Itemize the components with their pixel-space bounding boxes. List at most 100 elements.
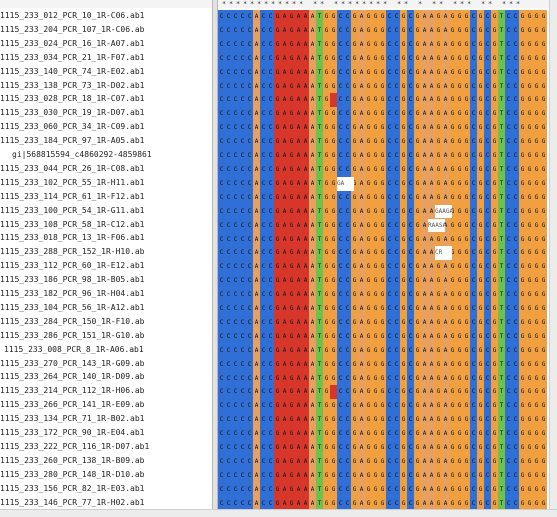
alignment-column [323,10,330,511]
sequence-name[interactable]: 1115_233_288_PCR_152_1R-H10.ab [0,247,145,257]
alignment-column [225,10,232,511]
alignment-column [386,10,393,511]
sequence-name[interactable]: 1115_233_172_PCR_90_1R-E04.ab1 [0,428,145,437]
sequence-name[interactable]: 1115_233_214_PCR_112_1R-H06.ab [0,386,145,396]
column-letters: C C C C C C C C C C C C C C C C C C C C … [394,13,399,507]
column-letters: C C C C C C C C C C C C C C C C C C C C … [226,13,231,507]
sequence-name[interactable]: 1115_233_108_PCR_58_1R-C12.ab1 [0,219,145,229]
conservation-star: * [334,0,339,8]
sequence-name[interactable]: 1115_233_060_PCR_34_1R-C09.ab1 [0,122,145,132]
sequence-name[interactable]: 1115_233_280_PCR_148_1R-D10.ab [0,469,145,479]
sequence-name[interactable]: 1115_233_140_PCR_74_1R-E02.ab1 [0,66,145,76]
sequence-name[interactable]: 1115_233_222_PCR_116_1R-D07.ab1 [0,441,150,451]
alignment-column [365,10,372,511]
conservation-star: * [257,0,262,8]
column-letters: A A A A A A A A A A A A A A A A A A A A … [359,13,364,507]
sequence-name[interactable]: 1115_233_138_PCR_73_1R-D02.ab1 [0,80,145,90]
sequence-name[interactable]: 1115_233_030_PCR_19_1R-D07.ab1 [0,108,145,118]
alignment-column [428,10,435,511]
column-letters: G G G G G G G G G G G G G G G G G G G G … [289,13,294,507]
column-letters: G G G G G G G G G G G G G G G G G G G G … [534,13,539,507]
sequence-name[interactable]: 1115_233_156_PCR_82_1R-E03.ab1 [0,483,145,493]
sequence-name[interactable]: 1115_233_146_PCR_77_1R-H02.ab1 [0,497,145,507]
sequence-name[interactable]: 1115_233_114_PCR_61_1R-F12.ab1 [0,191,145,201]
column-letters: C C C C C C C C C C C C C C C C C C C C … [247,13,252,507]
sequence-name[interactable]: 1115_233_008_PCR_8_1R-A06.ab1 [4,344,144,354]
column-letters: G G G G G G G G G G G G G G G G G G G G … [478,13,483,507]
alignment-column [246,10,253,511]
conservation-star: * [292,0,297,8]
alignment-column [477,10,484,511]
alignment-column [484,10,491,511]
sequence-name[interactable]: 1115_233_112_PCR_60_1R-E12.ab1 [0,261,145,271]
sequence-name[interactable]: 1115_233_018_PCR_13_1R-F06.ab1 [0,233,145,243]
conservation-star: * [509,0,514,8]
alignment-column [351,10,358,511]
variant-cell: GAAGAAX [435,204,452,219]
alignment-column [498,10,505,511]
column-letters: T T T T T T T T T T T T T T T T T T T T … [499,13,504,507]
alignment-column [260,10,267,511]
alignment-column [421,10,428,511]
sequence-name[interactable]: 1115_233_260_PCR_138_1R-B09.ab [0,455,145,465]
column-letters: A A A A A A A A A A A A A A A A A A A A … [429,13,434,507]
column-letters: T T T T T T T T T T T T T T T T T T T T … [317,13,322,507]
alignment-column [540,10,547,511]
sequence-name[interactable]: 1115_233_100_PCR_54_1R-G11.ab1 [0,205,145,215]
sequence-name[interactable]: 1115_233_034_PCR_21_1R-F07.ab1 [0,52,145,62]
sequence-name[interactable]: 1115_233_012_PCR_10_1R-C06.ab1 [0,11,145,20]
alignment-column [295,10,302,511]
conservation-star: * [488,0,493,8]
alignment-column [512,10,519,511]
conservation-star: * [376,0,381,8]
column-letters: G G G G G G G G G G G G G G G G G G G G … [541,13,546,507]
alignment-panel[interactable]: * * * * * * * * * * * * * * * * * * * * * * * * * * * * * * * * * * * C C … [218,0,549,517]
sequence-name-panel: 1115_233_012_PCR_10_1R-C06.ab1 1115_233_2… [0,0,212,517]
variant-cell: RAASAX [428,218,445,233]
sequence-name[interactable]: 1115_233_286_PCR_151_1R-G10.ab [0,330,145,340]
variant-cell [330,93,337,108]
column-letters: G G G G G G G G G G G G G G G G G G G G … [464,13,469,507]
sequence-name[interactable]: 1115_233_270_PCR_143_1R-G09.ab [0,358,145,368]
conservation-star: * [502,0,507,8]
alignment-column [407,10,414,511]
sequence-name[interactable]: 1115_233_102_PCR_55_1R-H11.ab1 [0,177,145,187]
sequence-name[interactable]: 1115_233_182_PCR_96_1R-H04.ab1 [0,289,145,298]
sequence-name[interactable]: gi|568815594_c4860292-4859861 [12,150,152,159]
column-letters: C C C C C C C C C C C C C C C C C C C C … [485,13,490,507]
column-letters: C C C C C C C C C C C C C C C C C C C C … [268,13,273,507]
alignment-column [302,10,309,511]
sequence-name[interactable]: 1115_233_024_PCR_16_1R-A07.ab1 [0,38,145,48]
column-letters: G G G G G G G G G G G G G G G G G G G G … [457,13,462,507]
sequence-name[interactable]: 1115_233_186_PCR_98_1R-B05.ab1 [0,275,145,285]
sequence-name[interactable]: 1115_233_104_PCR_56_1R-A12.ab1 [0,302,145,312]
alignment-column [449,10,456,511]
alignment-column [470,10,477,511]
alignment-column [330,10,337,511]
alignment-column [526,10,533,511]
conservation-star: * [481,0,486,8]
alignment-column [456,10,463,511]
column-letters: C C C C C C C C C C C C C C C C C C C C … [387,13,392,507]
conservation-star: * [348,0,353,8]
sequence-name[interactable]: 1115_233_284_PCR_150_1R-F10.ab [0,316,145,326]
alignment-column [281,10,288,511]
column-letters: C C C C C C C C C C C C C C C C C C C C … [471,13,476,507]
sequence-name[interactable]: 1115_233_184_PCR_97_1R-A05.ab1 [0,136,145,146]
alignment-column [288,10,295,511]
conservation-star: * [397,0,402,8]
sequence-name[interactable]: 1115_233_264_PCR_140_1R-D09.ab [0,372,145,382]
horizontal-scrollbar[interactable] [0,509,557,517]
sequence-name[interactable]: 1115_233_028_PCR_18_1R-C07.ab1 [0,94,145,104]
sequence-name[interactable]: 1115_233_204_PCR_107_1R-C06.ab [0,24,145,34]
column-letters: A A A A A A A A A A A A A A A A A A A A … [303,13,308,507]
sequence-name[interactable]: 1115_233_266_PCR_141_1R-E09.ab [0,400,145,410]
panel-divider[interactable] [212,0,218,517]
sequence-name[interactable]: 1115_233_044_PCR_26_1R-C08.ab1 [0,163,145,173]
vertical-scrollbar[interactable] [549,0,557,517]
column-letters: C C C C C C C C C C C C C C C C C C C C … [261,13,266,507]
variant-cell: GA [337,176,354,191]
column-letters: G G G G G G G G G G G G G G G G G G G G … [527,13,532,507]
conservation-star: * [369,0,374,8]
sequence-name[interactable]: 1115_233_134_PCR_71_1R-B02.ab1 [0,414,145,424]
